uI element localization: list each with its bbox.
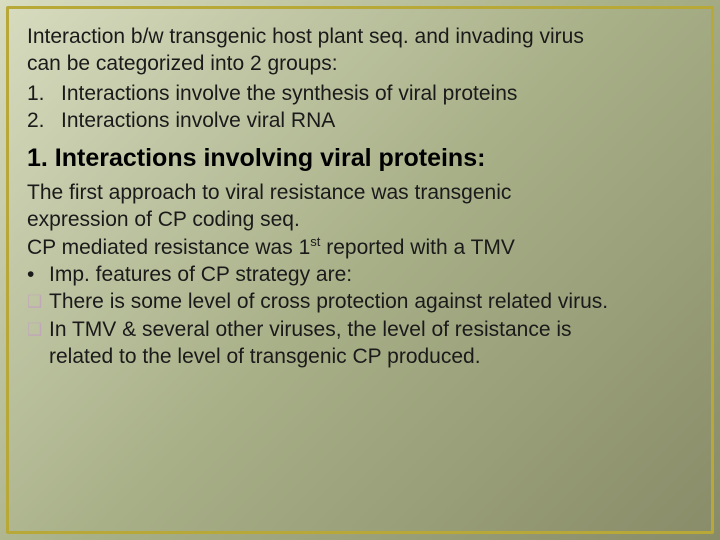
numbered-item-2: 2. Interactions involve viral RNA: [27, 107, 693, 134]
section-heading: 1. Interactions involving viral proteins…: [27, 144, 693, 173]
numbered-list: 1. Interactions involve the synthesis of…: [27, 80, 693, 135]
body-line-3b: reported with a TMV: [320, 236, 515, 259]
slide-frame: Interaction b/w transgenic host plant se…: [6, 6, 714, 534]
num-marker: 1.: [27, 80, 61, 107]
body-line-3: CP mediated resistance was 1st reported …: [27, 234, 693, 261]
square-text: There is some level of cross protection …: [49, 288, 693, 315]
square-item-1: ❑ There is some level of cross protectio…: [27, 288, 693, 315]
superscript-st: st: [310, 234, 320, 249]
body-line-1: The first approach to viral resistance w…: [27, 179, 693, 206]
intro-line-2: can be categorized into 2 groups:: [27, 50, 693, 77]
num-marker: 2.: [27, 107, 61, 134]
intro-block: Interaction b/w transgenic host plant se…: [27, 23, 693, 134]
square-marker-icon: ❑: [27, 288, 49, 315]
square-item-2: ❑ In TMV & several other viruses, the le…: [27, 316, 693, 371]
square-text-block: In TMV & several other viruses, the leve…: [49, 316, 693, 371]
bullet-text: Imp. features of CP strategy are:: [49, 261, 352, 288]
body-block: The first approach to viral resistance w…: [27, 179, 693, 370]
square-marker-icon: ❑: [27, 316, 49, 371]
square-line-1: In TMV & several other viruses, the leve…: [49, 318, 572, 341]
bullet-item: • Imp. features of CP strategy are:: [27, 261, 693, 288]
body-line-2: expression of CP coding seq.: [27, 206, 693, 233]
num-text: Interactions involve viral RNA: [61, 107, 335, 134]
intro-line-1: Interaction b/w transgenic host plant se…: [27, 23, 693, 50]
square-line-2: related to the level of transgenic CP pr…: [49, 345, 481, 368]
num-text: Interactions involve the synthesis of vi…: [61, 80, 517, 107]
slide-outer: Interaction b/w transgenic host plant se…: [0, 0, 720, 540]
body-line-3a: CP mediated resistance was 1: [27, 236, 310, 259]
bullet-marker-icon: •: [27, 261, 49, 288]
numbered-item-1: 1. Interactions involve the synthesis of…: [27, 80, 693, 107]
